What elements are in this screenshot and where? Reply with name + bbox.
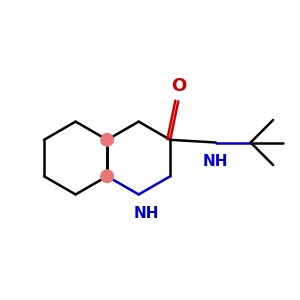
Text: NH: NH bbox=[203, 154, 229, 169]
Circle shape bbox=[100, 133, 114, 147]
Text: NH: NH bbox=[134, 206, 160, 221]
Text: O: O bbox=[171, 77, 186, 95]
Circle shape bbox=[100, 169, 114, 183]
